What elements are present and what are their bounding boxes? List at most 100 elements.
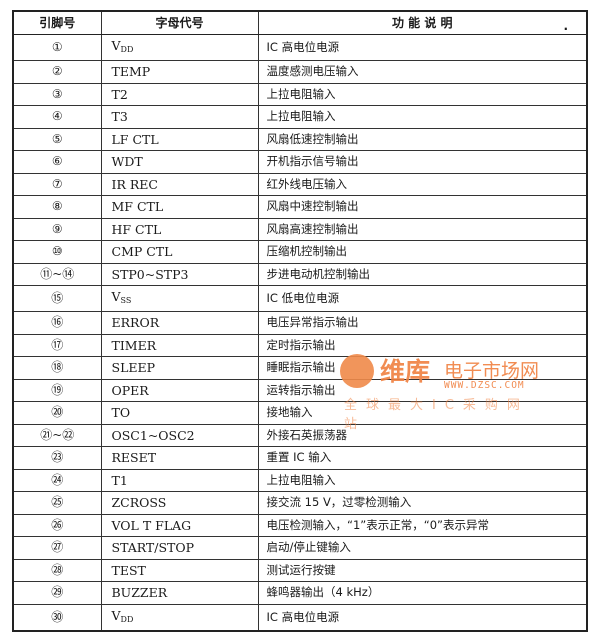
- table-row: ⑮ VSS IC 低电位电源: [12, 285, 588, 312]
- table-row: ⑪~⑭ STP0~STP3 步进电动机控制输出: [12, 262, 588, 286]
- pin-code: VDD: [100, 603, 259, 631]
- pin-code-text: IR REC: [111, 176, 158, 192]
- pin-code: STP0~STP3: [100, 262, 259, 286]
- pin-number: ㉔: [12, 468, 102, 492]
- pin-code-subscript: DD: [120, 45, 134, 54]
- pin-function: IC 高电位电源: [257, 34, 588, 61]
- pin-number: ㉕: [12, 491, 102, 515]
- table-row: ② TEMP 温度感测电压输入: [12, 60, 588, 84]
- pin-number: ㉖: [12, 513, 102, 537]
- pin-code: TEST: [100, 558, 259, 582]
- pin-number: ⑩: [12, 240, 102, 264]
- pin-code: OPER: [100, 378, 259, 402]
- pin-number: ⑨: [12, 217, 102, 241]
- pin-code-text: ZCROSS: [111, 495, 167, 511]
- pin-function: 运转指示输出: [257, 378, 588, 402]
- pin-code-text: RESET: [111, 450, 157, 466]
- pin-number: ⑳: [12, 401, 102, 425]
- pin-number: ㉓: [12, 446, 102, 470]
- pin-code-text: TEST: [111, 562, 146, 578]
- pin-function: IC 高电位电源: [257, 603, 588, 631]
- pin-function: 开机指示信号输出: [257, 150, 588, 174]
- pin-number: ⑰: [12, 333, 102, 357]
- pin-code: START/STOP: [100, 536, 259, 560]
- pin-code-text: OSC1~OSC2: [111, 427, 195, 443]
- table-row: ㉖ VOL T FLAG 电压检测输入，“1”表示正常，“0”表示异常: [12, 513, 588, 537]
- pin-code-text: V: [111, 607, 121, 623]
- pin-function: 启动/停止键输入: [257, 536, 588, 560]
- pin-code-text: START/STOP: [111, 540, 195, 556]
- pin-code: TEMP: [100, 60, 259, 84]
- pin-function: IC 低电位电源: [257, 285, 588, 312]
- watermark-slogan: 全球最大IC采购网站: [344, 398, 529, 432]
- pin-number: ⑤: [12, 127, 102, 151]
- watermark-brand: 维库: [380, 357, 431, 386]
- pin-code-text: T2: [111, 86, 128, 102]
- pin-code: RESET: [100, 446, 259, 470]
- table-row: ⑥ WDT 开机指示信号输出: [12, 150, 588, 174]
- pin-code: CMP CTL: [100, 240, 259, 264]
- pin-code-subscript: DD: [120, 614, 134, 624]
- pin-code-text: VOL T FLAG: [111, 517, 192, 533]
- pin-code: BUZZER: [100, 581, 259, 605]
- pin-code-subscript: SS: [120, 296, 132, 305]
- pin-code: TIMER: [100, 333, 259, 357]
- pin-code-text: OPER: [111, 382, 149, 398]
- pin-function: 上拉电阻输入: [257, 82, 588, 106]
- pin-number: ③: [12, 82, 102, 106]
- pin-function: 蜂鸣器输出（4 kHz）: [257, 581, 588, 605]
- pin-code-text: TEMP: [111, 64, 151, 80]
- pin-code-text: TO: [111, 405, 131, 421]
- pin-code-text: STP0~STP3: [111, 266, 189, 282]
- pin-code: IR REC: [100, 172, 259, 196]
- pin-number: ㉚: [12, 603, 102, 631]
- table-row: ① VDD IC 高电位电源: [12, 34, 588, 61]
- pin-function: 红外线电压输入: [257, 172, 588, 196]
- pin-code-text: SLEEP: [111, 360, 156, 376]
- table-row: ⑧ MF CTL 风扇中速控制输出: [12, 195, 588, 219]
- pin-code: T3: [100, 105, 259, 129]
- pin-code-text: T1: [111, 472, 128, 488]
- stray-dot: ·: [563, 22, 568, 36]
- pin-code: ERROR: [100, 311, 259, 335]
- pin-function: 温度感测电压输入: [257, 60, 588, 84]
- pin-code-text: T3: [111, 109, 128, 125]
- pin-function: 风扇低速控制输出: [257, 127, 588, 151]
- table-row: ④ T3 上拉电阻输入: [12, 105, 588, 129]
- watermark-name: 电子市场网: [444, 360, 540, 382]
- table-row: ⑩ CMP CTL 压缩机控制输出: [12, 240, 588, 264]
- pin-code: OSC1~OSC2: [100, 423, 259, 447]
- pin-function: 电压检测输入，“1”表示正常，“0”表示异常: [257, 513, 588, 537]
- pin-number: ④: [12, 105, 102, 129]
- header-row: 引脚号 字母代号 功 能 说 明 ·: [12, 10, 588, 36]
- table-row: ㉑~㉒ OSC1~OSC2 外接石英振荡器: [12, 423, 588, 447]
- pin-number: ⑯: [12, 311, 102, 335]
- header-pin: 引脚号: [12, 10, 102, 35]
- pin-function: 上拉电阻输入: [257, 468, 588, 492]
- pin-number: ㉑~㉒: [12, 423, 102, 447]
- pin-code: VOL T FLAG: [100, 513, 259, 537]
- pin-code: VSS: [100, 285, 259, 312]
- pin-function: 上拉电阻输入: [257, 105, 588, 129]
- pin-number: ㉘: [12, 558, 102, 582]
- table-row: ⑦ IR REC 红外线电压输入: [12, 172, 588, 196]
- pin-function: 风扇中速控制输出: [257, 195, 588, 219]
- table-row: ㉔ T1 上拉电阻输入: [12, 468, 588, 492]
- pin-function: 接交流 15 V，过零检测输入: [257, 491, 588, 515]
- table-row: ⑲ OPER 运转指示输出: [12, 378, 588, 402]
- pin-code: TO: [100, 401, 259, 425]
- pin-number: ⑥: [12, 150, 102, 174]
- pin-code: WDT: [100, 150, 259, 174]
- pin-function: 测试运行按键: [257, 558, 588, 582]
- table-row: ⑱ SLEEP 睡眠指示输出: [12, 356, 588, 380]
- header-function-label: 功 能 说 明: [391, 15, 453, 30]
- pin-function-table: 引脚号 字母代号 功 能 说 明 · ① VDD IC 高电位电源 ② TEMP 温度感测电…: [12, 10, 588, 632]
- pin-number: ㉙: [12, 581, 102, 605]
- table-row: ⑤ LF CTL 风扇低速控制输出: [12, 127, 588, 151]
- pin-code: T1: [100, 468, 259, 492]
- watermark-url: WWW.DZSC.COM: [444, 380, 525, 391]
- pin-number: ⑪~⑭: [12, 262, 102, 286]
- header-code: 字母代号: [100, 10, 259, 35]
- table-row: ㉘ TEST 测试运行按键: [12, 558, 588, 582]
- pin-number: ⑱: [12, 356, 102, 380]
